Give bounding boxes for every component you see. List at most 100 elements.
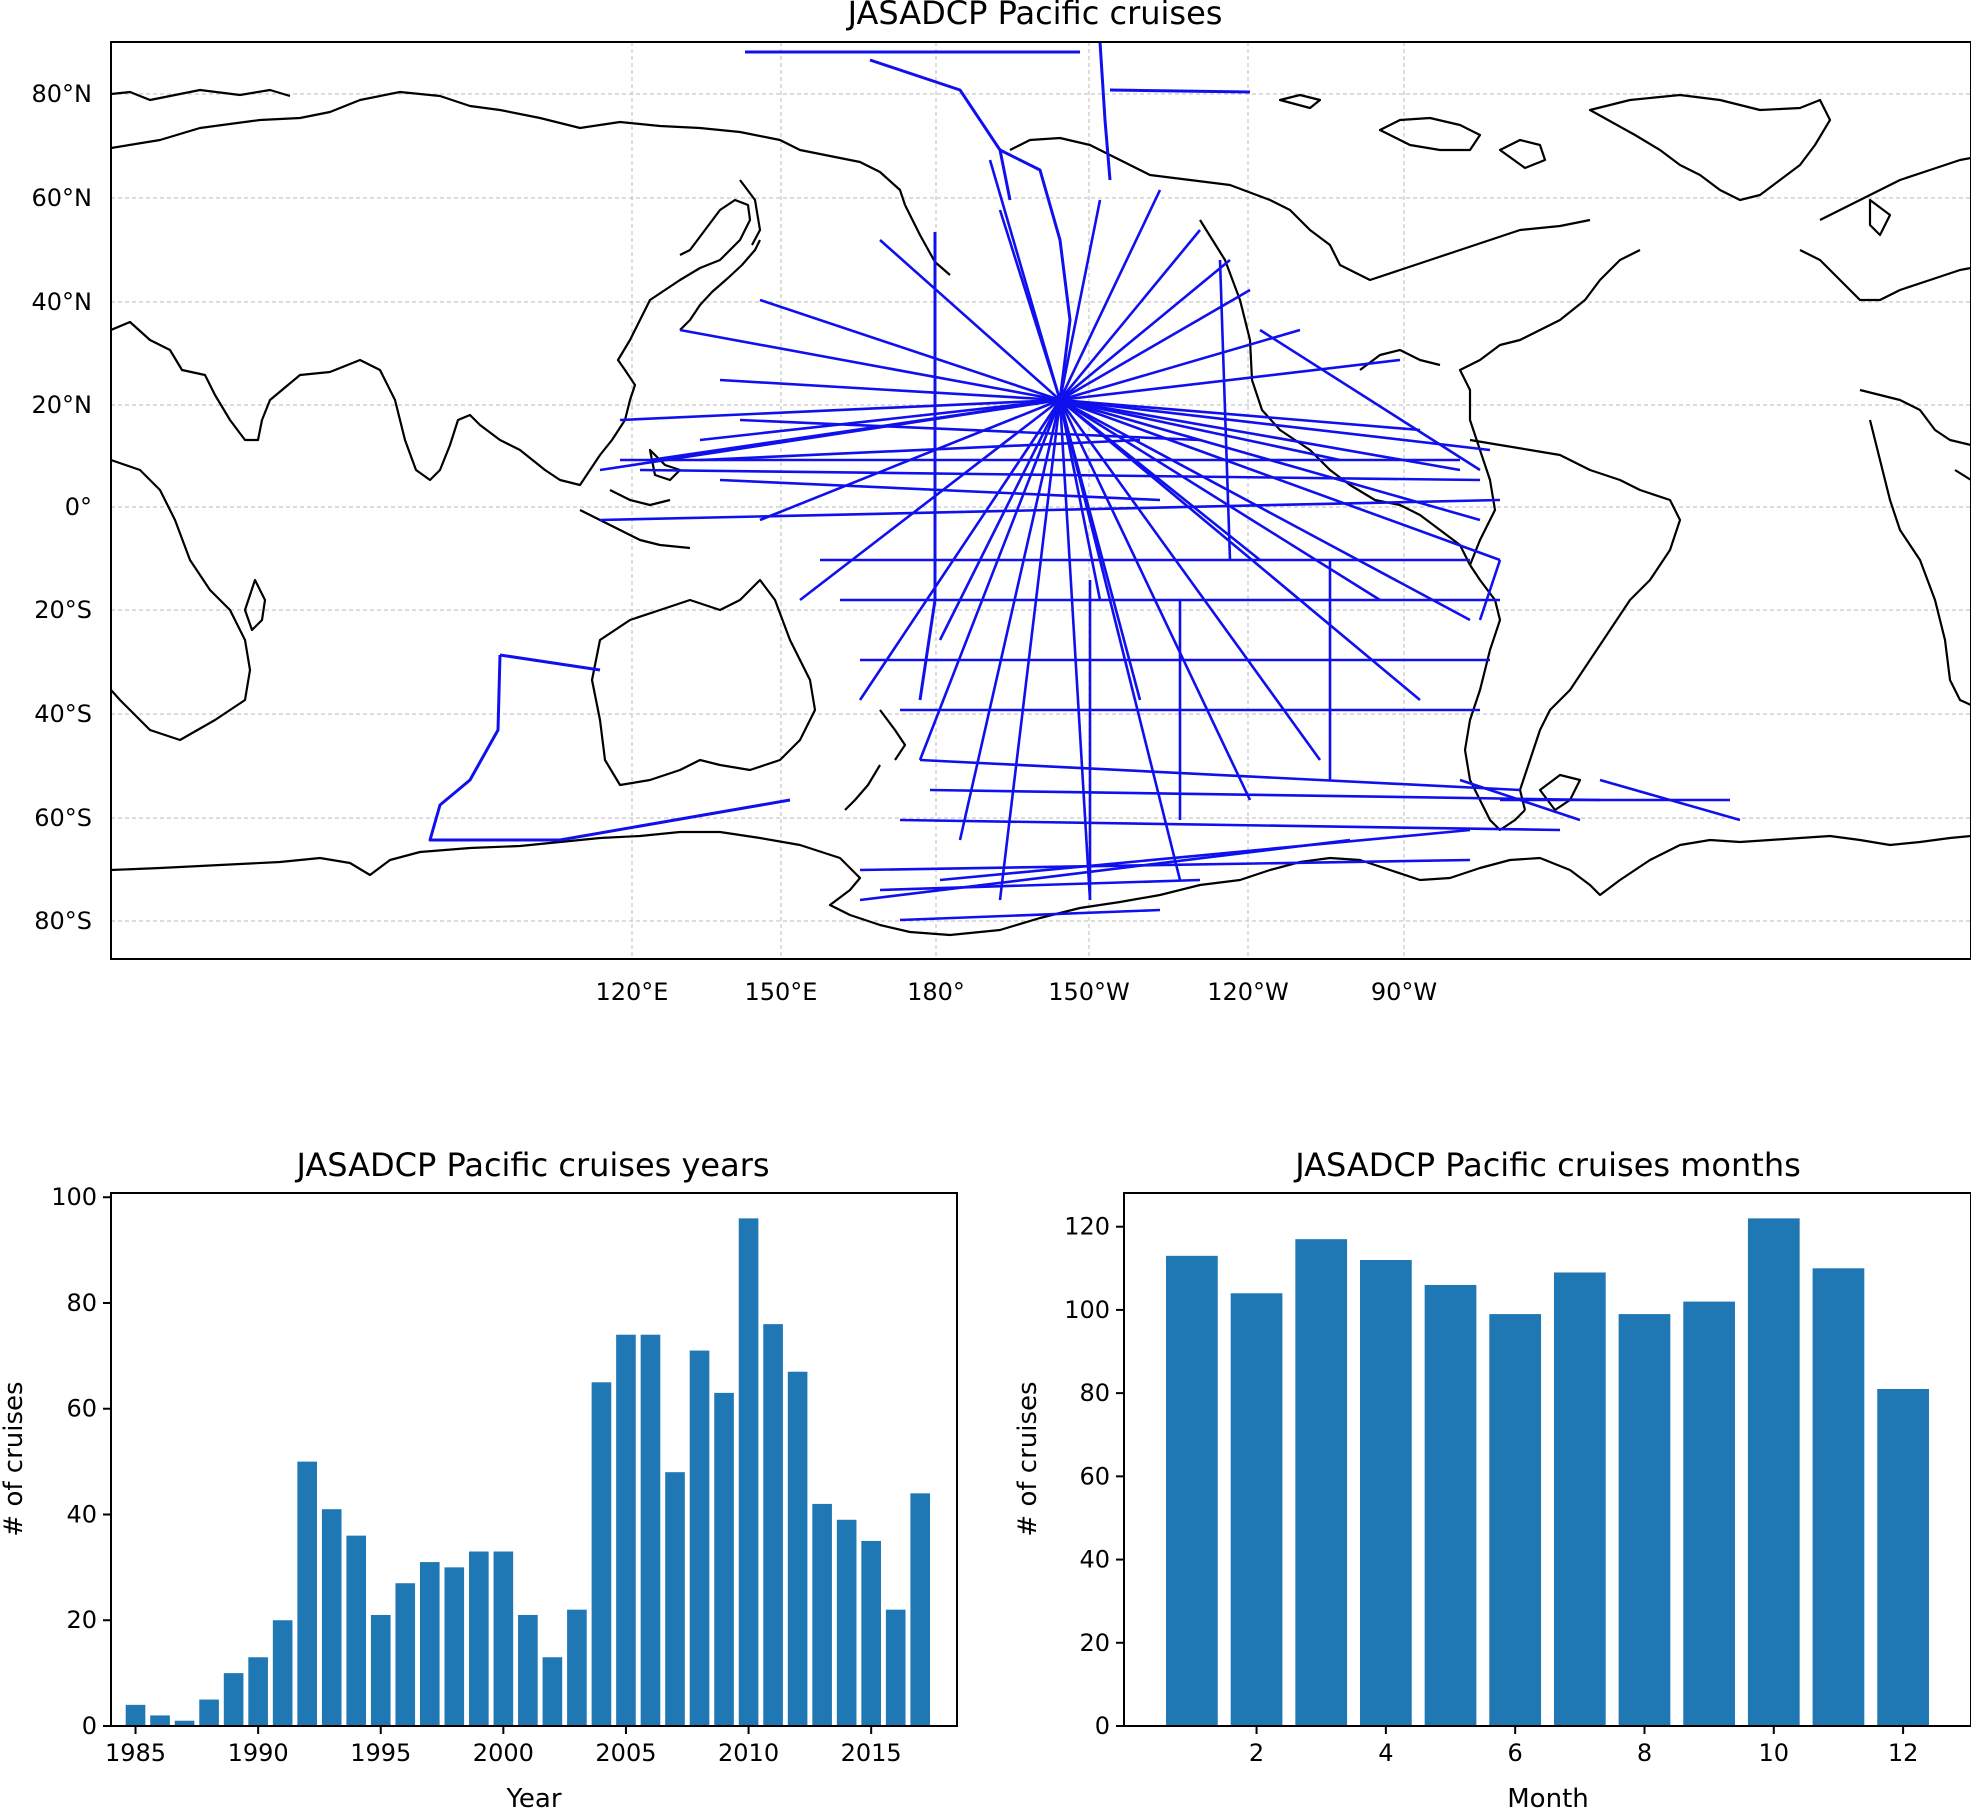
month-bar — [1618, 1314, 1671, 1726]
year-bar — [787, 1371, 808, 1726]
months-ytick-label: 40 — [1079, 1546, 1110, 1574]
year-bar — [616, 1334, 636, 1726]
year-bar — [346, 1535, 367, 1726]
cruise-track — [1059, 288, 1251, 402]
cruise-track — [1059, 258, 1231, 402]
cruise-track — [1218, 259, 1232, 561]
year-bar — [714, 1392, 734, 1726]
map-title: JASADCP Pacific cruises — [846, 0, 1223, 32]
year-bar — [861, 1540, 881, 1726]
cruise-track — [679, 328, 1061, 402]
month-bar — [1489, 1314, 1542, 1726]
map-lat-tick-label: 80°N — [32, 80, 93, 108]
months-xtick-label: 12 — [1888, 1739, 1919, 1767]
map-lon-tick-label: 180° — [907, 978, 965, 1006]
year-bar — [518, 1614, 538, 1726]
coastlines — [111, 88, 1971, 937]
cruise-track — [699, 438, 1141, 462]
cruise-track — [1059, 328, 1301, 402]
months-xtick-label: 2 — [1249, 1739, 1264, 1767]
cruise-track — [988, 159, 1062, 401]
year-bar — [419, 1562, 440, 1726]
year-bar — [297, 1461, 317, 1726]
year-bar — [738, 1218, 759, 1726]
cruise-track — [939, 828, 1471, 882]
map-lon-ticks: 120°E 150°E 180° 150°W 120°W 90°W — [596, 978, 1438, 1006]
map-lon-tick-label: 120°E — [596, 978, 669, 1006]
cruise-track — [1059, 398, 1381, 602]
year-bar — [591, 1382, 612, 1726]
cruise-track — [919, 758, 1521, 792]
cruise-track — [879, 878, 1201, 892]
year-bar — [395, 1583, 416, 1726]
cruise-track — [1599, 778, 1741, 822]
months-bar-chart: JASADCP Pacific cruises months 2 4 6 8 10 12 … — [1013, 1146, 1971, 1812]
map-lat-tick-label: 40°S — [34, 700, 92, 728]
cruise-tracks — [428, 42, 1251, 842]
month-bar — [1424, 1284, 1477, 1726]
cruise-track — [1059, 358, 1401, 402]
map-lat-tick-label: 20°N — [32, 391, 93, 419]
cruise-track — [599, 398, 1061, 472]
month-bar — [1295, 1239, 1348, 1726]
months-xtick-label: 4 — [1378, 1739, 1393, 1767]
months-ytick-label: 120 — [1064, 1213, 1110, 1241]
years-xtick-label: 2010 — [718, 1739, 779, 1767]
months-yticks: 0 20 40 60 80 100 120 — [1064, 1213, 1124, 1740]
map-lat-tick-label: 60°S — [34, 804, 92, 832]
cruise-track — [899, 818, 1561, 832]
cruise-track — [1059, 398, 1501, 562]
year-bar — [567, 1609, 587, 1726]
year-bar — [321, 1509, 342, 1726]
years-ytick-label: 100 — [51, 1183, 97, 1211]
year-bar — [640, 1334, 661, 1726]
years-frame — [110, 1192, 958, 1727]
cruise-track — [858, 399, 1062, 701]
cruise-track — [1059, 398, 1461, 472]
year-bar — [174, 1720, 195, 1726]
cruise-track — [998, 399, 1062, 901]
cruise-track — [739, 418, 1201, 442]
map-lon-tick-label: 150°W — [1048, 978, 1130, 1006]
map-lon-tick-label: 90°W — [1371, 978, 1437, 1006]
years-xtick-label: 2000 — [473, 1739, 534, 1767]
cruise-track — [1059, 398, 1421, 432]
year-bar — [223, 1673, 244, 1726]
year-bar — [885, 1609, 906, 1726]
cruise-track — [639, 468, 1481, 482]
months-title: JASADCP Pacific cruises months — [1293, 1146, 1801, 1184]
months-ytick-label: 20 — [1079, 1629, 1110, 1657]
months-ytick-label: 0 — [1095, 1712, 1110, 1740]
year-bar — [910, 1493, 931, 1726]
month-bar — [1877, 1388, 1929, 1726]
map-panel: JASADCP Pacific cruises — [32, 0, 1971, 1006]
month-bar — [1553, 1272, 1606, 1726]
years-ytick-label: 80 — [66, 1289, 97, 1317]
cruise-track — [799, 398, 1061, 602]
month-bar — [1166, 1255, 1218, 1726]
cruise-track — [879, 239, 1061, 401]
map-lat-tick-label: 40°N — [32, 288, 93, 316]
map-lon-tick-label: 150°E — [745, 978, 818, 1006]
year-bar — [665, 1472, 685, 1726]
cruise-track — [759, 298, 1061, 402]
cruise-track — [1058, 189, 1162, 401]
years-xtick-label: 1995 — [350, 1739, 411, 1767]
cruise-track — [699, 398, 1061, 442]
years-xlabel: Year — [505, 1784, 561, 1812]
years-xtick-label: 1985 — [105, 1739, 166, 1767]
month-bar — [1359, 1259, 1412, 1726]
years-ytick-label: 60 — [66, 1395, 97, 1423]
year-bar — [763, 1324, 783, 1726]
cruise-track — [599, 498, 1501, 522]
years-xtick-label: 1990 — [228, 1739, 289, 1767]
month-bar — [1683, 1301, 1736, 1726]
months-xtick-label: 6 — [1508, 1739, 1523, 1767]
months-bars — [1166, 1218, 1929, 1726]
map-lon-tick-label: 120°W — [1207, 978, 1289, 1006]
cruise-track — [1478, 559, 1502, 621]
years-ytick-label: 20 — [66, 1606, 97, 1634]
year-bar — [542, 1657, 563, 1726]
cruise-track — [1059, 398, 1261, 562]
